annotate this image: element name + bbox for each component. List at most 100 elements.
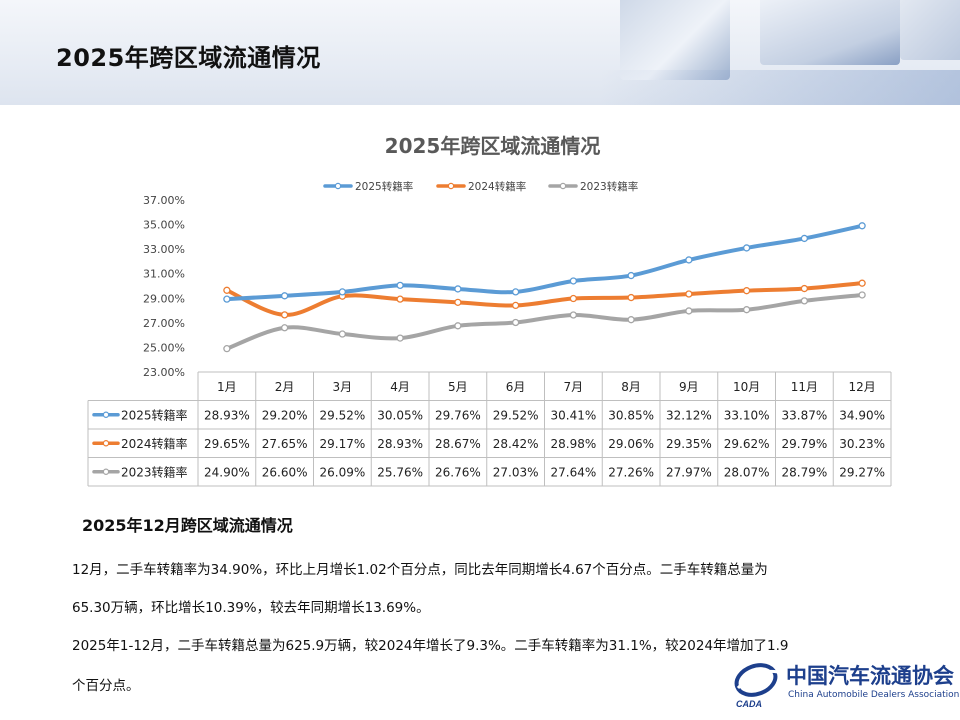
data-point-1-0 [223, 286, 231, 294]
data-point-2-8 [685, 307, 693, 315]
x-tick-label: 8月 [621, 380, 641, 394]
data-point-0-6 [569, 277, 578, 285]
decor-cube [620, 0, 730, 80]
data-label-0-0: 28.93% [204, 408, 250, 422]
x-tick-label: 4月 [390, 380, 410, 394]
data-point-0-2 [338, 288, 347, 296]
data-label-1-7: 29.06% [608, 437, 654, 451]
data-point-0-5 [511, 288, 520, 296]
logo-english-name: China Automobile Dealers Association [788, 690, 960, 700]
data-label-1-1: 27.65% [262, 437, 308, 451]
data-label-1-0: 29.65% [204, 437, 250, 451]
data-label-2-7: 27.26% [608, 465, 654, 479]
data-point-2-1 [280, 324, 289, 332]
data-point-1-10 [800, 284, 809, 293]
data-label-1-10: 29.79% [781, 437, 827, 451]
data-label-0-7: 30.85% [608, 408, 654, 422]
y-tick-label: 37.00% [143, 194, 185, 207]
data-point-0-1 [280, 292, 289, 300]
data-point-1-11 [858, 279, 866, 287]
line-chart: 23.00% 25.00% 27.00% 29.00% 31.00% 33.00% 35.0… [87, 180, 892, 487]
data-label-0-9: 33.10% [724, 408, 770, 422]
data-point-2-0 [223, 345, 231, 353]
decor-shade [600, 70, 960, 105]
data-label-2-5: 27.03% [493, 465, 539, 479]
x-tick-label: 5月 [448, 380, 468, 394]
data-label-0-8: 32.12% [666, 408, 712, 422]
data-label-2-3: 25.76% [377, 465, 423, 479]
series-line-2 [224, 292, 865, 351]
data-label-0-3: 30.05% [377, 408, 423, 422]
legend-label-0: 2025转籍率 [355, 180, 413, 193]
x-tick-label: 6月 [506, 380, 526, 394]
data-label-2-2: 26.09% [319, 465, 365, 479]
data-point-1-3 [396, 295, 404, 303]
data-label-2-0: 24.90% [204, 465, 250, 479]
data-label-1-4: 28.67% [435, 437, 481, 451]
table-row-label-2: 2023转籍率 [121, 464, 188, 479]
data-point-2-3 [396, 334, 404, 342]
legend-marker-0 [334, 182, 342, 190]
data-label-2-4: 26.76% [435, 465, 481, 479]
data-label-0-5: 29.52% [493, 408, 539, 422]
data-point-1-1 [280, 311, 289, 319]
paragraph-1-line-1: 12月，二手车转籍率为34.90%，环比上月增长1.02个百分点，同比去年同期增… [72, 562, 768, 578]
legend-label-1: 2024转籍率 [468, 180, 526, 193]
data-label-2-6: 27.64% [550, 465, 596, 479]
data-point-2-7 [627, 316, 635, 324]
y-tick-label: 33.00% [143, 243, 185, 256]
data-point-0-4 [454, 285, 462, 293]
data-point-2-9 [742, 306, 751, 314]
cada-emblem-icon: CADA [734, 663, 779, 709]
data-point-0-3 [396, 281, 404, 290]
data-label-2-1: 26.60% [262, 465, 308, 479]
table-row-label-0: 2025转籍率 [121, 407, 188, 422]
data-point-1-4 [454, 298, 462, 306]
data-point-0-8 [685, 256, 693, 264]
x-tick-label: 3月 [333, 380, 353, 394]
y-tick-label: 31.00% [143, 268, 185, 281]
data-point-2-11 [858, 291, 866, 299]
data-label-0-6: 30.41% [550, 408, 596, 422]
legend-label-2: 2023转籍率 [580, 180, 638, 193]
table-legend-marker-2 [102, 468, 110, 475]
data-label-1-9: 29.62% [724, 437, 770, 451]
data-label-2-11: 29.27% [839, 465, 885, 479]
decor-cube [760, 0, 900, 65]
data-label-2-8: 27.97% [666, 465, 712, 479]
table-row-label-1: 2024转籍率 [121, 436, 188, 451]
paragraph-1-line-2: 65.30万辆，环比增长10.39%，较去年同期增长13.69%。 [72, 600, 430, 616]
data-label-1-8: 29.35% [666, 437, 712, 451]
data-point-0-10 [800, 234, 809, 243]
data-label-1-6: 28.98% [550, 437, 596, 451]
data-label-1-3: 28.93% [377, 437, 423, 451]
data-label-1-11: 30.23% [839, 437, 885, 451]
decor-cube [900, 0, 960, 60]
data-point-2-6 [569, 311, 578, 319]
y-tick-label: 35.00% [143, 219, 185, 232]
data-label-0-11: 34.90% [839, 408, 885, 422]
legend-marker-2 [559, 182, 567, 190]
paragraph-2-line-2: 个百分点。 [72, 678, 140, 694]
logo-abbr: CADA [736, 699, 762, 709]
x-tick-label: 9月 [679, 380, 699, 394]
data-point-0-11 [858, 222, 866, 230]
data-label-1-5: 28.42% [493, 437, 539, 451]
data-point-2-5 [511, 318, 520, 327]
data-label-1-2: 29.17% [319, 437, 365, 451]
chart-title: 2025年跨区域流通情况 [384, 134, 601, 158]
data-point-0-7 [627, 271, 635, 280]
data-point-2-4 [454, 322, 462, 330]
table-legend-marker-1 [102, 440, 110, 447]
logo-chinese-name: 中国汽车流通协会 [786, 663, 954, 688]
y-tick-label: 25.00% [143, 341, 185, 354]
x-tick-label: 11月 [791, 380, 818, 394]
data-point-2-10 [800, 297, 809, 305]
data-point-1-9 [742, 287, 751, 295]
data-point-1-8 [685, 290, 693, 298]
data-point-0-9 [742, 244, 751, 252]
legend-marker-1 [447, 182, 455, 190]
table-legend-marker-0 [102, 411, 110, 418]
x-tick-label: 12月 [848, 380, 875, 394]
data-label-0-10: 33.87% [781, 408, 827, 422]
